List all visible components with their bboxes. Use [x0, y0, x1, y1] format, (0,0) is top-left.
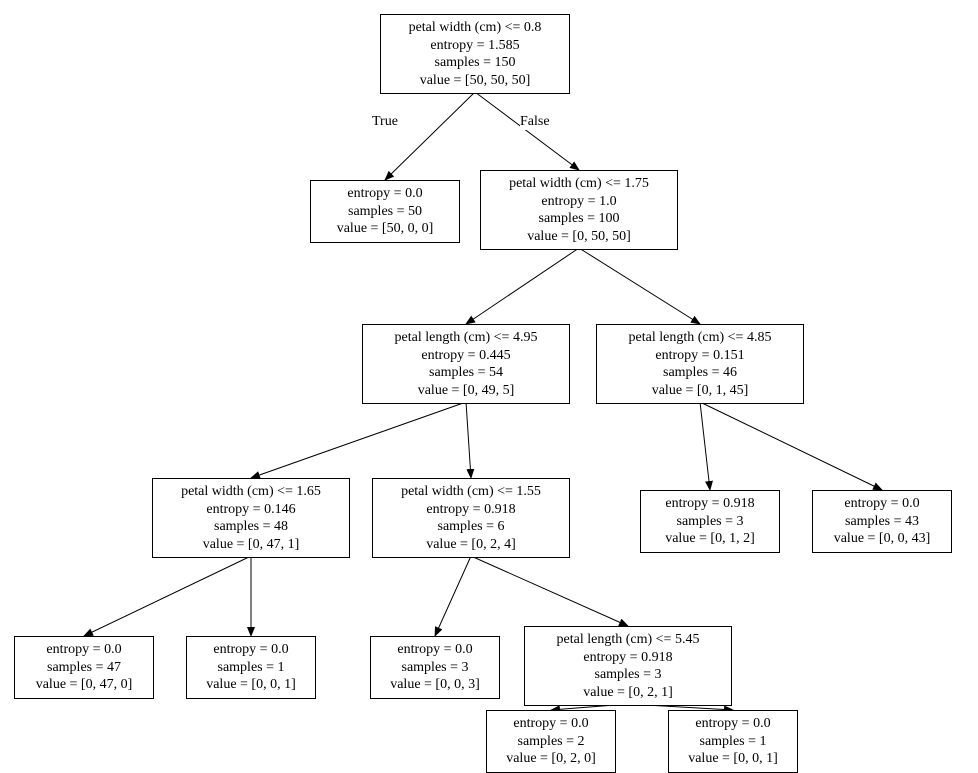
tree-node-line: value = [0, 50, 50]: [487, 228, 671, 246]
tree-node: entropy = 0.0samples = 1value = [0, 0, 1…: [668, 710, 798, 773]
tree-node-line: entropy = 0.918: [647, 495, 773, 513]
tree-edge: [700, 402, 882, 490]
tree-node-line: value = [0, 47, 1]: [159, 536, 343, 554]
tree-node: petal length (cm) <= 4.85entropy = 0.151…: [596, 324, 804, 404]
tree-node-line: value = [0, 49, 5]: [369, 382, 563, 400]
tree-node-line: samples = 54: [369, 364, 563, 382]
tree-edge: [475, 92, 579, 170]
tree-node-line: samples = 48: [159, 518, 343, 536]
tree-node-line: entropy = 0.0: [819, 495, 945, 513]
tree-node-line: petal length (cm) <= 4.95: [369, 329, 563, 347]
tree-node-line: value = [0, 2, 4]: [379, 536, 563, 554]
tree-edge: [466, 402, 471, 478]
edge-label-true: True: [372, 114, 398, 130]
tree-node-line: entropy = 0.0: [21, 641, 147, 659]
tree-node: petal width (cm) <= 1.65entropy = 0.146s…: [152, 478, 350, 558]
tree-node-line: entropy = 0.151: [603, 347, 797, 365]
tree-node: entropy = 0.918samples = 3value = [0, 1,…: [640, 490, 780, 553]
tree-node-line: value = [0, 2, 1]: [531, 684, 725, 702]
tree-node-line: samples = 46: [603, 364, 797, 382]
tree-node-line: samples = 6: [379, 518, 563, 536]
tree-node-line: value = [0, 1, 45]: [603, 382, 797, 400]
tree-node-line: entropy = 0.0: [193, 641, 309, 659]
tree-node-line: samples = 43: [819, 513, 945, 531]
tree-node-line: samples = 3: [531, 666, 725, 684]
tree-node-line: entropy = 1.585: [387, 37, 563, 55]
edge-label-false: False: [520, 114, 550, 130]
tree-node: entropy = 0.0samples = 3value = [0, 0, 3…: [370, 636, 500, 699]
tree-node-line: petal width (cm) <= 1.55: [379, 483, 563, 501]
tree-node-line: petal width (cm) <= 0.8: [387, 19, 563, 37]
tree-node-line: entropy = 1.0: [487, 193, 671, 211]
tree-node-line: value = [0, 0, 1]: [193, 676, 309, 694]
tree-node-line: value = [0, 0, 3]: [377, 676, 493, 694]
tree-node-line: entropy = 0.0: [377, 641, 493, 659]
tree-node-line: value = [0, 0, 1]: [675, 750, 791, 768]
tree-node-line: entropy = 0.445: [369, 347, 563, 365]
tree-node: petal length (cm) <= 4.95entropy = 0.445…: [362, 324, 570, 404]
tree-edge: [700, 402, 710, 490]
tree-node-line: petal length (cm) <= 5.45: [531, 631, 725, 649]
tree-node: petal length (cm) <= 5.45entropy = 0.918…: [524, 626, 732, 706]
tree-edge: [84, 556, 251, 636]
tree-node-line: samples = 1: [675, 733, 791, 751]
tree-node-line: petal width (cm) <= 1.65: [159, 483, 343, 501]
tree-node-line: value = [0, 1, 2]: [647, 530, 773, 548]
tree-node-line: samples = 3: [647, 513, 773, 531]
tree-node: petal width (cm) <= 0.8entropy = 1.585sa…: [380, 14, 570, 94]
tree-node-line: value = [0, 0, 43]: [819, 530, 945, 548]
tree-node: entropy = 0.0samples = 1value = [0, 0, 1…: [186, 636, 316, 699]
tree-edge: [251, 402, 466, 478]
tree-node-line: entropy = 0.918: [531, 649, 725, 667]
tree-edge: [471, 556, 628, 626]
tree-node-line: entropy = 0.0: [493, 715, 609, 733]
tree-node-line: value = [0, 2, 0]: [493, 750, 609, 768]
tree-node-line: entropy = 0.146: [159, 501, 343, 519]
tree-node-line: value = [0, 47, 0]: [21, 676, 147, 694]
tree-node: entropy = 0.0samples = 2value = [0, 2, 0…: [486, 710, 616, 773]
tree-node-line: samples = 1: [193, 659, 309, 677]
tree-node-line: samples = 100: [487, 210, 671, 228]
tree-node-line: samples = 150: [387, 54, 563, 72]
tree-edge: [579, 248, 700, 324]
tree-node-line: samples = 3: [377, 659, 493, 677]
tree-node: petal width (cm) <= 1.55entropy = 0.918s…: [372, 478, 570, 558]
tree-node: petal width (cm) <= 1.75entropy = 1.0sam…: [480, 170, 678, 250]
tree-node-line: samples = 47: [21, 659, 147, 677]
tree-edge: [435, 556, 471, 636]
tree-node-line: petal width (cm) <= 1.75: [487, 175, 671, 193]
tree-node-line: entropy = 0.918: [379, 501, 563, 519]
tree-node-line: samples = 2: [493, 733, 609, 751]
tree-node-line: value = [50, 50, 50]: [387, 72, 563, 90]
tree-edge: [466, 248, 579, 324]
decision-tree-canvas: petal width (cm) <= 0.8entropy = 1.585sa…: [0, 0, 978, 773]
tree-node: entropy = 0.0samples = 43value = [0, 0, …: [812, 490, 952, 553]
tree-node-line: entropy = 0.0: [675, 715, 791, 733]
tree-node: entropy = 0.0samples = 47value = [0, 47,…: [14, 636, 154, 699]
tree-node-line: samples = 50: [317, 203, 453, 221]
tree-edge: [385, 92, 475, 180]
tree-node-line: petal length (cm) <= 4.85: [603, 329, 797, 347]
tree-node: entropy = 0.0samples = 50value = [50, 0,…: [310, 180, 460, 243]
tree-node-line: value = [50, 0, 0]: [317, 220, 453, 238]
tree-node-line: entropy = 0.0: [317, 185, 453, 203]
